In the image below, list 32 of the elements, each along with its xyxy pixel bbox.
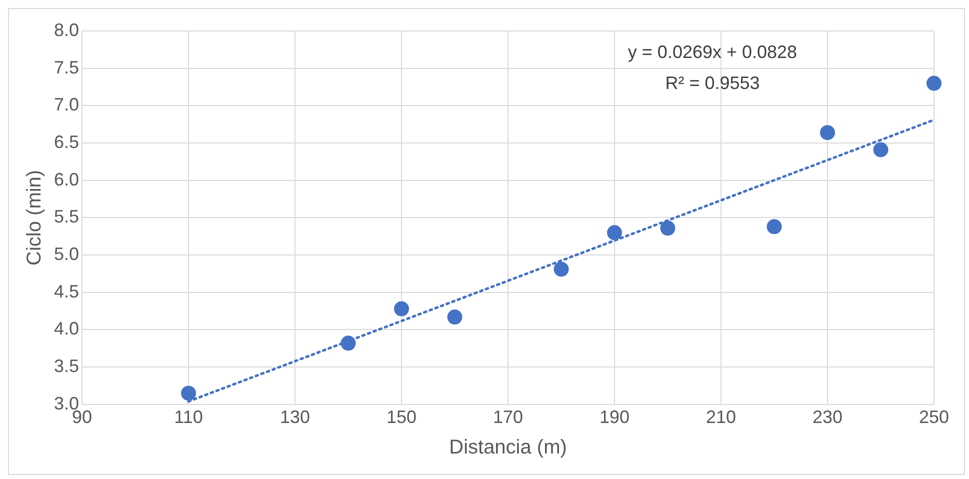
point [820,125,836,140]
point [873,142,888,158]
point [660,220,676,236]
x-axis-title: Distancia (m) [449,436,567,459]
y-tick-label: 6.0 [54,169,80,190]
point [447,310,462,325]
y-tick-label: 8.0 [54,20,80,40]
point [766,219,782,234]
y-tick-label: 6.5 [54,132,80,152]
point [394,301,410,316]
y-tick-label: 4.0 [54,318,80,339]
x-tick-label: 190 [599,407,630,428]
x-tick-label: 110 [174,407,203,428]
x-tick-label: 210 [706,407,736,428]
x-tick-label: 170 [492,407,524,428]
y-tick-label: 7.5 [54,57,80,78]
y-tick-label: 5.0 [54,244,80,264]
x-tick-label: 130 [280,407,310,428]
point [926,76,942,91]
y-tick-label: 5.5 [54,206,80,227]
point [181,386,196,401]
y-tick-label: 7.0 [54,94,80,115]
point [554,262,569,277]
y-tick-label: 3.5 [54,356,80,376]
annotation: y = 0.0269x + 0.0828 [628,42,798,62]
annotation: R² = 0.9553 [665,72,760,93]
x-tick-label: 250 [918,407,950,428]
x-tick-label: 150 [386,407,417,428]
x-tick-label: 230 [812,407,843,428]
point [607,225,622,240]
y-axis-title: Ciclo (min) [24,170,46,266]
y-tick-label: 4.5 [54,281,80,302]
